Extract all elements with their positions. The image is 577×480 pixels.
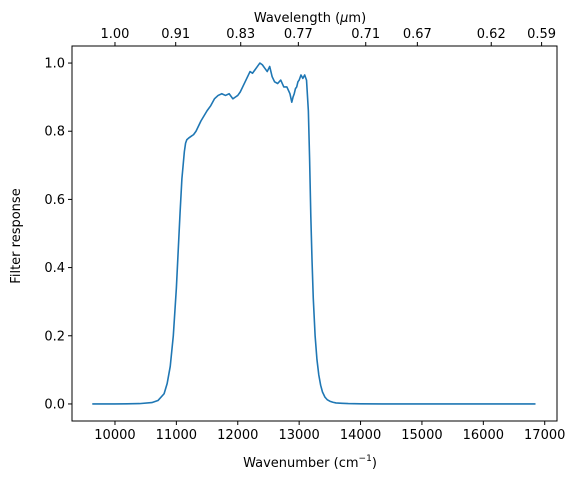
x2-tick-label: 0.91 — [161, 27, 190, 42]
plot-area — [92, 62, 536, 405]
y-tick-label: 0.8 — [44, 125, 65, 140]
x2-tick-label: 0.62 — [477, 27, 506, 42]
x-tick-label: 15000 — [401, 428, 442, 443]
x-tick-label: 13000 — [278, 428, 319, 443]
x2-tick-label: 0.83 — [226, 27, 255, 42]
y-tick-label: 0.4 — [44, 261, 65, 276]
x2-tick-label: 0.71 — [351, 27, 380, 42]
y-tick-label: 1.0 — [44, 57, 65, 72]
top-axis-label: Wavelength (μm) — [254, 11, 366, 26]
y-tick-label: 0.0 — [44, 397, 65, 412]
plot-frame — [71, 45, 558, 422]
series-line-0 — [92, 62, 536, 405]
x-tick-label: 14000 — [340, 428, 381, 443]
y-tick-label: 0.6 — [44, 193, 65, 208]
y-tick-label: 0.2 — [44, 329, 65, 344]
x2-tick-label: 0.77 — [284, 27, 313, 42]
y-axis-label: Filter response — [9, 188, 24, 283]
x2-tick-label: 1.00 — [100, 27, 129, 42]
x-tick-label: 16000 — [463, 428, 504, 443]
x-tick-label: 17000 — [524, 428, 565, 443]
x2-tick-label: 0.59 — [527, 27, 556, 42]
x-axis-label: Wavenumber (cm−1) — [243, 454, 377, 471]
x2-tick-label: 0.67 — [403, 27, 432, 42]
x-tick-label: 11000 — [156, 428, 197, 443]
x-tick-label: 10000 — [94, 428, 135, 443]
x-tick-label: 12000 — [217, 428, 258, 443]
axes: 10000 11000 12000 13000 14000 15000 16000 17000… — [44, 27, 565, 443]
